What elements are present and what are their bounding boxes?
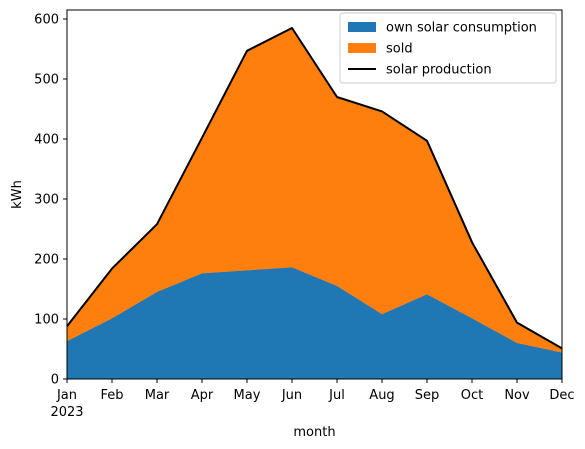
y-tick-label: 600 <box>34 13 59 28</box>
legend-label-own-solar-consumption: own solar consumption <box>386 21 537 36</box>
legend-label-sold: sold <box>386 42 413 57</box>
x-tick-label: Aug <box>369 388 394 403</box>
x-tick-label: Oct <box>461 388 483 403</box>
y-tick-label: 0 <box>51 373 59 388</box>
x-tick-label: Nov <box>504 388 530 403</box>
y-tick-label: 100 <box>34 313 59 328</box>
plot-lines <box>66 27 563 350</box>
x-tick-label: Jul <box>328 388 345 403</box>
y-axis-ticks: 0 100 200 300 400 500 600 <box>34 13 67 388</box>
x-axis-label: month <box>293 425 335 440</box>
x-tick-label: May <box>234 388 261 403</box>
x-tick-label: Apr <box>191 388 214 403</box>
area-own-solar-consumption <box>67 267 562 379</box>
x-tick-label: Feb <box>100 388 123 403</box>
y-tick-label: 300 <box>34 193 59 208</box>
legend-swatch-own-solar-consumption <box>348 22 376 32</box>
y-tick-label: 500 <box>34 73 59 88</box>
x-tick-label: Mar <box>145 388 170 403</box>
area-sold <box>67 28 562 353</box>
x-axis-year-label: 2023 <box>50 405 83 420</box>
line-solar-production <box>66 27 563 350</box>
y-tick-label: 400 <box>34 133 59 148</box>
y-axis-label: kWh <box>10 180 25 209</box>
legend: own solar consumption sold solar productio… <box>339 12 557 84</box>
x-tick-label: Sep <box>415 388 440 403</box>
x-axis-ticks: Jan Feb Mar Apr May Jun Jul Aug Sep Oct Nov Dec <box>56 379 575 403</box>
legend-box <box>339 12 557 84</box>
y-tick-label: 200 <box>34 253 59 268</box>
x-tick-label: Dec <box>549 388 574 403</box>
legend-swatch-sold <box>348 43 376 53</box>
x-tick-label: Jan <box>56 388 77 403</box>
x-tick-label: Jun <box>281 388 302 403</box>
plot-frame <box>66 9 563 380</box>
legend-label-solar-production: solar production <box>386 63 492 78</box>
